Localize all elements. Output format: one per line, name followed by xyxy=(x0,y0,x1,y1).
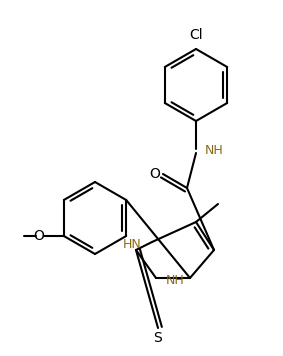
Text: S: S xyxy=(154,331,162,345)
Text: HN: HN xyxy=(123,239,142,251)
Text: O: O xyxy=(149,167,160,181)
Text: NH: NH xyxy=(205,145,224,157)
Text: Cl: Cl xyxy=(189,28,203,42)
Text: O: O xyxy=(33,229,44,243)
Text: NH: NH xyxy=(166,274,185,288)
